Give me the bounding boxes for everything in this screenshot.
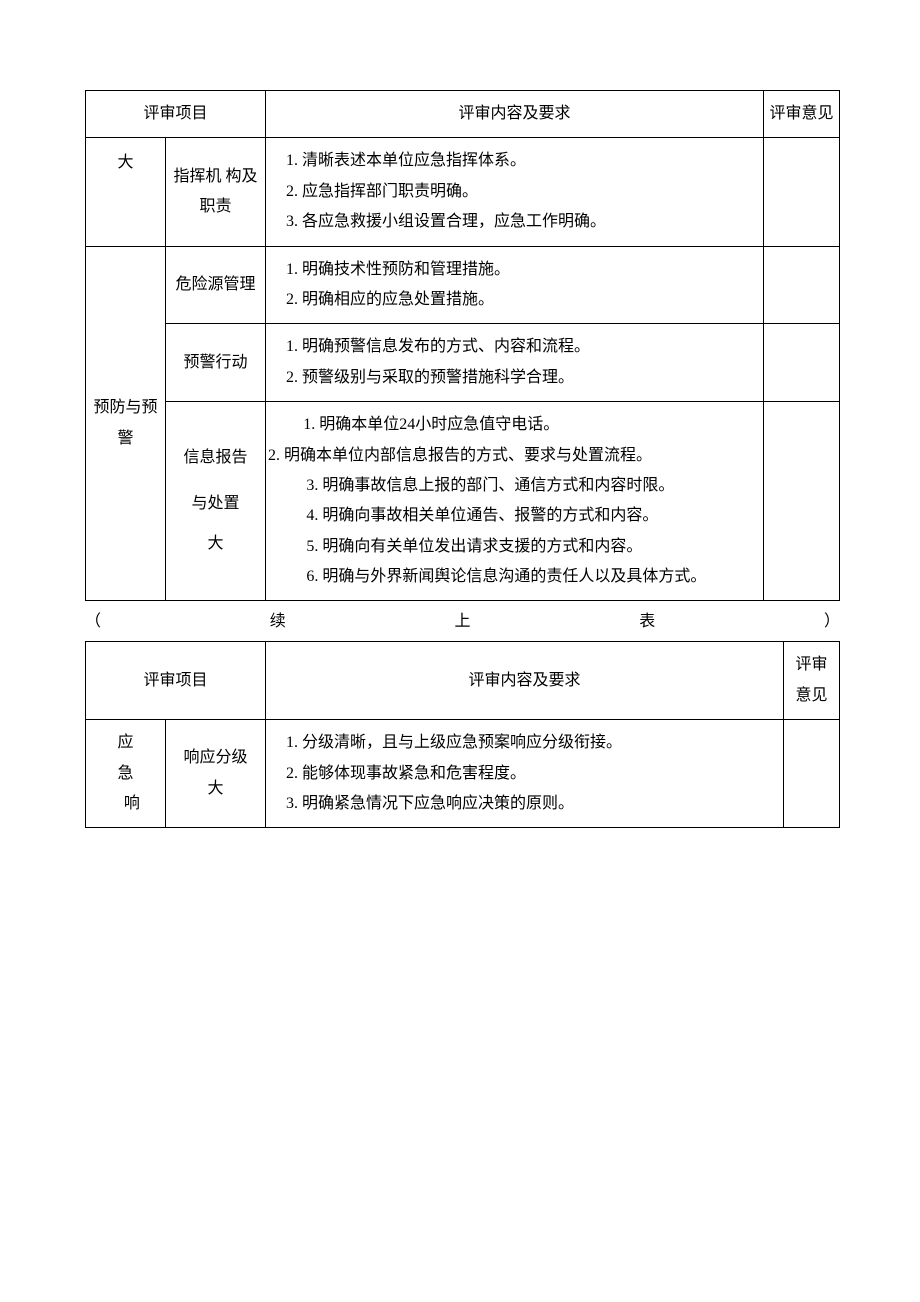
subcategory-cell: 指挥机 构及职责 (166, 138, 266, 246)
content-cell: 1. 清晰表述本单位应急指挥体系。 2. 应急指挥部门职责明确。 3. 各应急救… (266, 138, 764, 246)
sub-label-line: 大 (170, 774, 261, 804)
opinion-cell (764, 324, 840, 402)
cat-line: 响 (90, 789, 161, 819)
opinion-cell (764, 402, 840, 601)
category-cell: 预防与预警 (86, 246, 166, 601)
list-item: 2. 能够体现事故紧急和危害程度。 (270, 759, 779, 789)
list-item: 3. 明确紧急情况下应急响应决策的原则。 (270, 789, 779, 819)
header-content: 评审内容及要求 (266, 642, 784, 720)
sub-label-line: 响应分级 (170, 743, 261, 773)
subcategory-cell: 危险源管理 (166, 246, 266, 324)
review-table-2: 评审项目 评审内容及要求 评审意见 应 急 响 响应分级 大 1. 分级清晰，且… (85, 641, 840, 828)
content-cell: 1. 明确预警信息发布的方式、内容和流程。 2. 预警级别与采取的预警措施科学合… (266, 324, 764, 402)
list-item: 1. 明确预警信息发布的方式、内容和流程。 (270, 332, 759, 362)
table-row: 预防与预警 危险源管理 1. 明确技术性预防和管理措施。 2. 明确相应的应急处… (86, 246, 840, 324)
header-opinion: 评审意见 (764, 91, 840, 138)
list-item: 5. 明确向有关单位发出请求支援的方式和内容。 (268, 532, 761, 562)
table-row: 信息报告 与处置 大 1. 明确本单位24小时应急值守电话。 2. 明确本单位内… (86, 402, 840, 601)
header-opinion: 评审意见 (784, 642, 840, 720)
list-item: 3. 各应急救援小组设置合理，应急工作明确。 (270, 207, 759, 237)
category-cell: 大 (86, 138, 166, 246)
table-row: 预警行动 1. 明确预警信息发布的方式、内容和流程。 2. 预警级别与采取的预警… (86, 324, 840, 402)
sub-label-line: 与处置 (170, 489, 261, 519)
list-item: 1. 清晰表述本单位应急指挥体系。 (270, 146, 759, 176)
subcategory-cell: 响应分级 大 (166, 720, 266, 828)
table-header-row: 评审项目 评审内容及要求 评审意见 (86, 642, 840, 720)
table-row: 大 指挥机 构及职责 1. 清晰表述本单位应急指挥体系。 2. 应急指挥部门职责… (86, 138, 840, 246)
list-item: 1. 明确技术性预防和管理措施。 (270, 255, 759, 285)
sub-label-line: 信息报告 (170, 443, 261, 473)
table-row: 应 急 响 响应分级 大 1. 分级清晰，且与上级应急预案响应分级衔接。 2. … (86, 720, 840, 828)
list-item: 1. 明确本单位24小时应急值守电话。 (268, 410, 761, 440)
sub-label-line: 大 (170, 529, 261, 559)
header-project: 评审项目 (86, 91, 266, 138)
content-cell: 1. 分级清晰，且与上级应急预案响应分级衔接。 2. 能够体现事故紧急和危害程度… (266, 720, 784, 828)
list-item: 2. 明确本单位内部信息报告的方式、要求与处置流程。 (268, 441, 761, 471)
cat-line: 应 (90, 728, 161, 758)
opinion-cell (784, 720, 840, 828)
list-item: 2. 应急指挥部门职责明确。 (270, 177, 759, 207)
content-cell: 1. 明确技术性预防和管理措施。 2. 明确相应的应急处置措施。 (266, 246, 764, 324)
header-content: 评审内容及要求 (266, 91, 764, 138)
continuation-note: （ 续 上 表 ） (85, 601, 840, 637)
list-item: 2. 明确相应的应急处置措施。 (270, 285, 759, 315)
table-header-row: 评审项目 评审内容及要求 评审意见 (86, 91, 840, 138)
cat-line: 急 (90, 759, 161, 789)
subcategory-cell: 预警行动 (166, 324, 266, 402)
list-item: 2. 预警级别与采取的预警措施科学合理。 (270, 363, 759, 393)
subcategory-cell: 信息报告 与处置 大 (166, 402, 266, 601)
opinion-cell (764, 138, 840, 246)
header-project: 评审项目 (86, 642, 266, 720)
list-item: 6. 明确与外界新闻舆论信息沟通的责任人以及具体方式。 (268, 562, 761, 592)
content-cell: 1. 明确本单位24小时应急值守电话。 2. 明确本单位内部信息报告的方式、要求… (266, 402, 764, 601)
list-item: 4. 明确向事故相关单位通告、报警的方式和内容。 (268, 501, 761, 531)
list-item: 3. 明确事故信息上报的部门、通信方式和内容时限。 (268, 471, 761, 501)
category-cell: 应 急 响 (86, 720, 166, 828)
opinion-cell (764, 246, 840, 324)
review-table-1: 评审项目 评审内容及要求 评审意见 大 指挥机 构及职责 1. 清晰表述本单位应… (85, 90, 840, 601)
list-item: 1. 分级清晰，且与上级应急预案响应分级衔接。 (270, 728, 779, 758)
